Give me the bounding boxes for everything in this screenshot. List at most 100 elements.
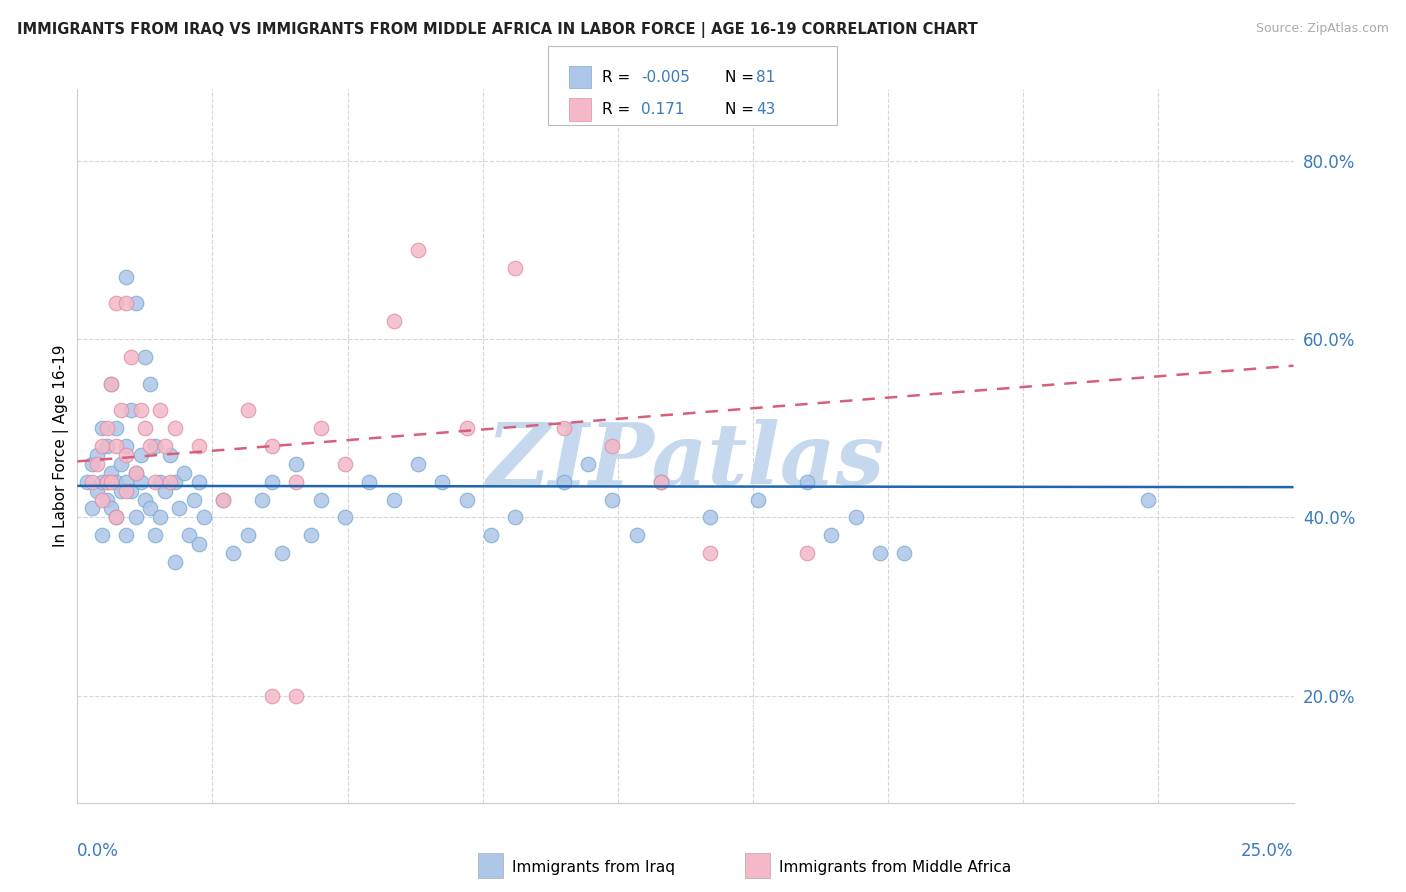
Point [149,510,172,524]
Point [479,528,502,542]
Point [406,243,429,257]
Point [553,421,575,435]
Point [100,501,122,516]
Point [869,546,891,560]
Point [260,475,283,489]
Point [576,457,599,471]
Point [105,510,128,524]
Point [115,528,138,542]
Point [270,546,292,560]
Point [285,475,308,489]
Point [125,466,148,480]
Point [120,483,142,498]
Point [893,546,915,560]
Point [143,528,166,542]
Text: Immigrants from Middle Africa: Immigrants from Middle Africa [779,860,1011,874]
Point [820,528,842,542]
Text: IMMIGRANTS FROM IRAQ VS IMMIGRANTS FROM MIDDLE AFRICA IN LABOR FORCE | AGE 16-19: IMMIGRANTS FROM IRAQ VS IMMIGRANTS FROM … [17,22,977,38]
Point [309,492,332,507]
Point [382,492,405,507]
Point [96,492,118,507]
Point [149,403,172,417]
Point [105,296,128,310]
Point [333,510,356,524]
Point [134,350,156,364]
Text: ZIPatlas: ZIPatlas [486,418,884,502]
Point [80,457,103,471]
Point [86,457,108,471]
Point [110,403,132,417]
Point [163,421,186,435]
Point [120,403,142,417]
Text: Immigrants from Iraq: Immigrants from Iraq [512,860,675,874]
Point [503,260,526,275]
Point [139,439,162,453]
Point [120,350,142,364]
Text: 81: 81 [756,70,776,85]
Point [169,501,191,516]
Point [100,475,122,489]
Point [125,296,148,310]
Point [139,501,162,516]
Point [359,475,381,489]
Point [105,439,128,453]
Point [115,439,138,453]
Point [188,537,211,551]
Point [159,475,181,489]
Point [153,439,176,453]
Point [602,439,624,453]
Point [115,269,138,284]
Point [115,448,138,462]
Point [134,421,156,435]
Point [406,457,429,471]
Point [139,376,162,391]
Point [134,492,156,507]
Point [90,492,112,507]
Point [309,421,332,435]
Point [430,475,453,489]
Point [125,510,148,524]
Point [86,448,108,462]
Point [143,439,166,453]
Point [149,475,172,489]
Point [105,510,128,524]
Point [650,475,672,489]
Point [179,528,201,542]
Point [699,546,721,560]
Text: -0.005: -0.005 [641,70,690,85]
Point [333,457,356,471]
Text: Source: ZipAtlas.com: Source: ZipAtlas.com [1256,22,1389,36]
Point [456,492,478,507]
Point [96,439,118,453]
Point [96,421,118,435]
Point [699,510,721,524]
Point [105,421,128,435]
Point [173,466,195,480]
Point [1136,492,1159,507]
Point [76,475,98,489]
Y-axis label: In Labor Force | Age 16-19: In Labor Force | Age 16-19 [53,344,69,548]
Point [602,492,624,507]
Point [125,466,148,480]
Point [212,492,235,507]
Point [382,314,405,328]
Point [129,475,152,489]
Point [90,421,112,435]
Point [90,475,112,489]
Point [80,475,103,489]
Point [285,689,308,703]
Point [143,475,166,489]
Point [503,510,526,524]
Point [553,475,575,489]
Point [193,510,215,524]
Point [188,439,211,453]
Point [222,546,245,560]
Point [86,483,108,498]
Point [188,475,211,489]
Text: 0.171: 0.171 [641,103,685,118]
Point [153,483,176,498]
Point [105,475,128,489]
Text: N =: N = [725,70,759,85]
Point [747,492,769,507]
Point [650,475,672,489]
